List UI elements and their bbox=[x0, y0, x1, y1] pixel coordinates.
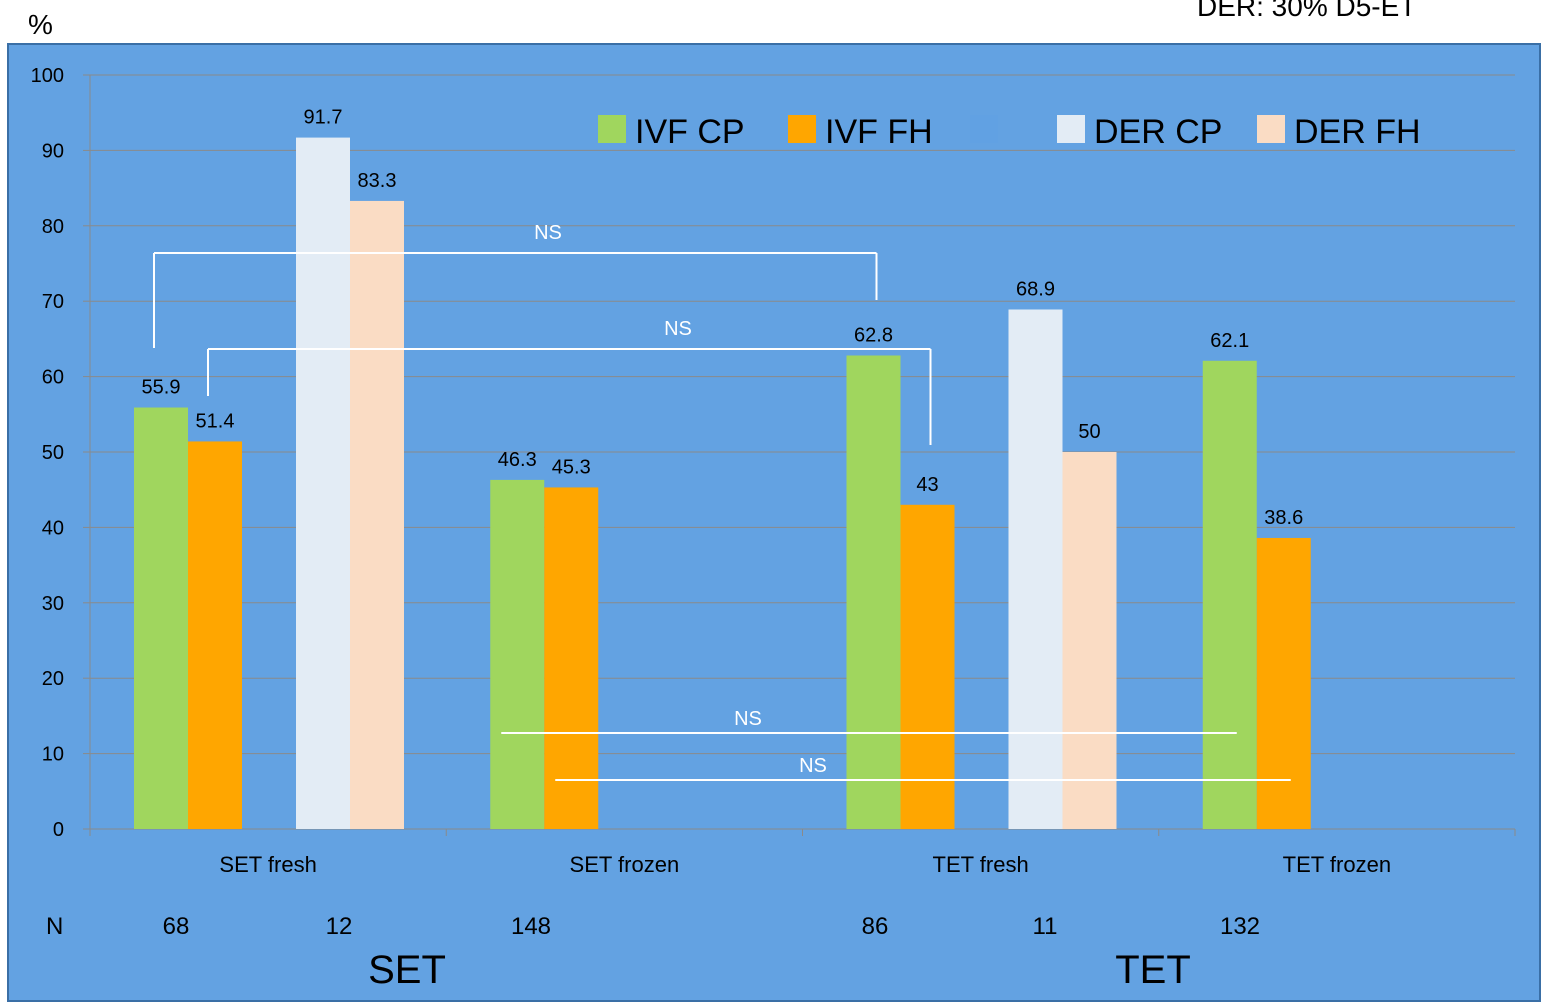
n-value: 11 bbox=[1033, 913, 1058, 940]
data-label: 62.1 bbox=[1210, 330, 1249, 352]
y-axis-unit: % bbox=[28, 9, 53, 40]
data-label: 50 bbox=[1078, 421, 1100, 443]
n-value: 68 bbox=[163, 913, 190, 940]
x-tick-labels: SET fresh SET frozen TET fresh TET frozen bbox=[219, 852, 1391, 877]
bar bbox=[1256, 537, 1311, 829]
chart-panel bbox=[7, 43, 1541, 1002]
data-label: 55.9 bbox=[142, 377, 181, 399]
legend-swatch bbox=[598, 115, 626, 143]
bar bbox=[1008, 309, 1063, 829]
bar bbox=[544, 487, 599, 829]
y-tick-label: 0 bbox=[53, 819, 64, 841]
legend: IVF CP IVF FH DER CP DER FH bbox=[598, 113, 1421, 151]
n-value: 86 bbox=[862, 913, 889, 940]
bar bbox=[350, 200, 404, 830]
data-label: 91.7 bbox=[304, 107, 343, 129]
bar bbox=[296, 137, 350, 829]
y-tick-label: 60 bbox=[42, 367, 64, 389]
legend-label: IVF CP bbox=[635, 113, 745, 151]
bar bbox=[1062, 452, 1117, 829]
group-label: TET bbox=[1115, 948, 1191, 992]
y-tick-label: 50 bbox=[42, 442, 64, 464]
data-label: 51.4 bbox=[196, 410, 235, 432]
legend-swatch bbox=[1257, 115, 1285, 143]
data-label: 62.8 bbox=[854, 324, 893, 346]
ns-label: NS bbox=[534, 222, 562, 244]
bar bbox=[490, 479, 545, 829]
y-tick-label: 40 bbox=[42, 517, 64, 539]
legend-swatch bbox=[970, 115, 998, 143]
legend-label: IVF FH bbox=[825, 113, 933, 151]
ns-label: NS bbox=[664, 318, 692, 340]
y-tick-label: 90 bbox=[42, 140, 64, 162]
y-tick-label: 30 bbox=[42, 593, 64, 615]
y-tick-label: 10 bbox=[42, 744, 64, 766]
data-label: 46.3 bbox=[498, 449, 537, 471]
n-row-label: N bbox=[46, 913, 63, 940]
data-label: 83.3 bbox=[358, 170, 397, 192]
data-label: 68.9 bbox=[1016, 278, 1055, 300]
bar bbox=[846, 355, 901, 829]
group-labels: SET TET bbox=[368, 948, 1191, 992]
bar bbox=[1202, 360, 1257, 829]
legend-label: DER FH bbox=[1294, 113, 1421, 151]
data-label: 45.3 bbox=[552, 456, 591, 478]
y-tick-label: 20 bbox=[42, 668, 64, 690]
group-label: SET bbox=[368, 948, 446, 992]
x-tick-label: SET fresh bbox=[219, 852, 316, 877]
bar bbox=[134, 407, 188, 829]
legend-swatch bbox=[1057, 115, 1085, 143]
n-value: 132 bbox=[1220, 913, 1260, 940]
x-tick-label: TET frozen bbox=[1283, 852, 1391, 877]
ns-label: NS bbox=[734, 708, 762, 730]
y-tick-label: 80 bbox=[42, 216, 64, 238]
legend-label: DER CP bbox=[1094, 113, 1222, 151]
x-tick-label: TET fresh bbox=[933, 852, 1029, 877]
y-tick-label: 100 bbox=[31, 65, 64, 87]
n-value: 12 bbox=[326, 913, 353, 940]
ns-label: NS bbox=[799, 755, 827, 777]
data-labels: 55.9 51.4 91.7 83.3 46.3 45.3 62.8 43 68.9 50 62.1… bbox=[142, 107, 1304, 529]
data-label: 38.6 bbox=[1264, 507, 1303, 529]
legend-swatch bbox=[788, 115, 816, 143]
data-label: 43 bbox=[916, 474, 938, 496]
n-row: N 68 12 148 86 11 132 bbox=[46, 913, 1260, 940]
y-tick-label: 70 bbox=[42, 291, 64, 313]
n-value: 148 bbox=[511, 913, 551, 940]
top-right-note: DER: 30% D5-ET bbox=[1197, 0, 1416, 22]
bar bbox=[188, 441, 242, 829]
significance-brackets: NS NS NS NS bbox=[153, 222, 1291, 781]
x-tick-label: SET frozen bbox=[570, 852, 680, 877]
y-tick-labels: 0 10 20 30 40 50 60 70 80 90 100 bbox=[31, 65, 64, 841]
bar bbox=[900, 504, 955, 829]
